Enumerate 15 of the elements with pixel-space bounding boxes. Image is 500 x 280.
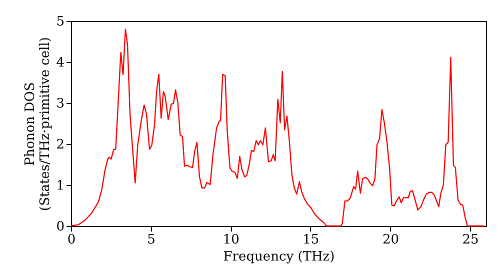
x-tick-label: 5	[147, 232, 156, 248]
x-tick-label: 25	[462, 232, 479, 248]
y-tick-label: 0	[56, 220, 64, 234]
y-tick-label: 1	[56, 178, 64, 194]
x-tick-label: 0	[67, 232, 76, 248]
y-tick-label: 5	[56, 14, 64, 30]
y-tick-label: 4	[56, 56, 64, 70]
x-tick-label: 10	[222, 232, 240, 248]
y-axis-title: Phonon DOS (States/THz·primitive cell)	[23, 36, 54, 212]
y-tick-label: 3	[56, 96, 64, 112]
line-series	[70, 28, 486, 227]
y-tick-label: 2	[56, 138, 64, 152]
x-tick-label: 20	[382, 232, 400, 248]
x-tick-label: 15	[302, 232, 320, 248]
x-axis-title: Frequency (THz)	[223, 250, 335, 264]
